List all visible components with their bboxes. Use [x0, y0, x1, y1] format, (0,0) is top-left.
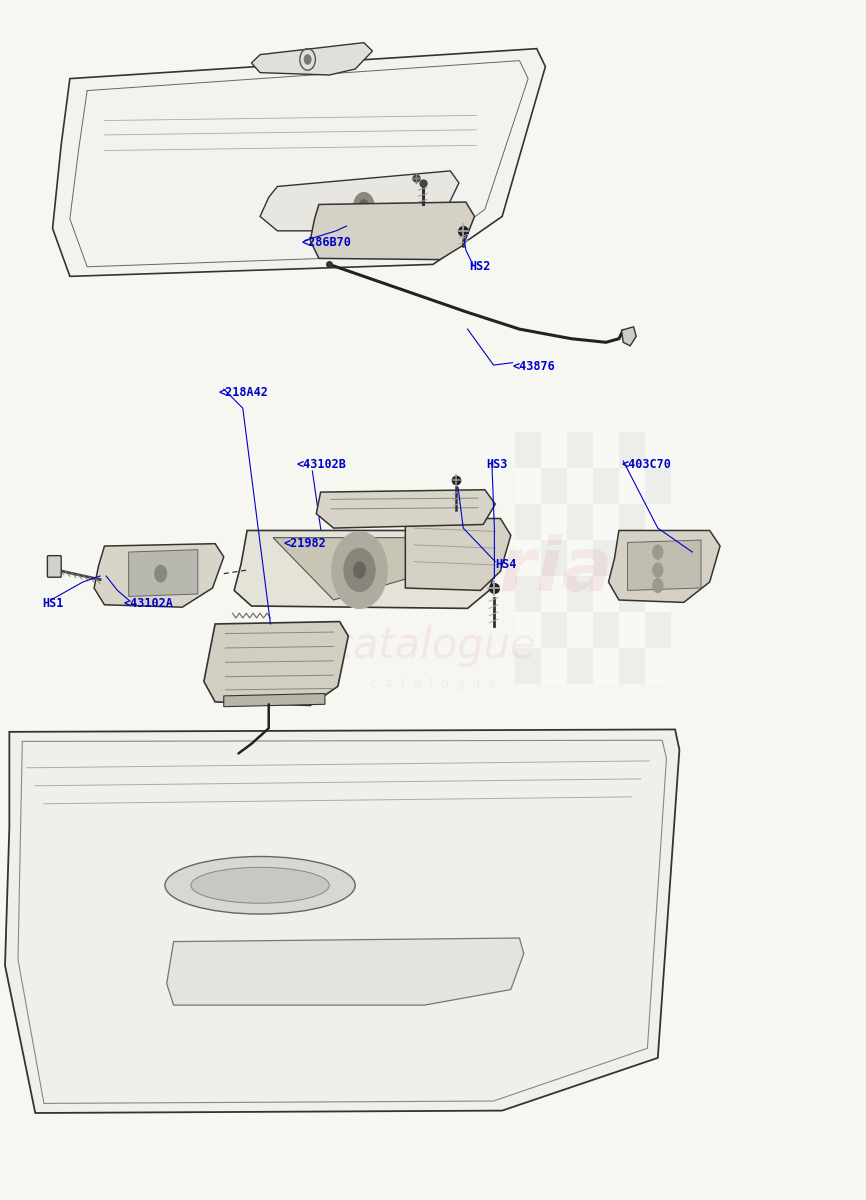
Circle shape [653, 563, 663, 577]
Bar [619, 540, 645, 576]
Polygon shape [609, 530, 720, 602]
Bar [515, 648, 541, 684]
Bar [619, 504, 645, 540]
Text: catalogue: catalogue [330, 624, 536, 666]
Bar [567, 432, 593, 468]
Circle shape [353, 562, 365, 578]
Polygon shape [310, 202, 475, 259]
Bar [515, 504, 541, 540]
Bar [541, 504, 567, 540]
Bar [567, 504, 593, 540]
Bar [645, 432, 671, 468]
Circle shape [353, 192, 374, 221]
Circle shape [344, 548, 375, 592]
Polygon shape [5, 730, 680, 1114]
Bar [541, 468, 567, 504]
Bar [567, 612, 593, 648]
Bar [619, 648, 645, 684]
Text: <21982: <21982 [283, 538, 326, 550]
Text: <43876: <43876 [513, 360, 555, 373]
Bar [593, 504, 619, 540]
Bar [567, 576, 593, 612]
Bar [619, 468, 645, 504]
Bar [515, 540, 541, 576]
Polygon shape [260, 170, 459, 230]
Bar [593, 576, 619, 612]
Bar [541, 576, 567, 612]
Text: <43102B: <43102B [296, 458, 346, 472]
Bar [645, 540, 671, 576]
Circle shape [332, 532, 387, 608]
Bar [645, 468, 671, 504]
Text: <286B70: <286B70 [301, 236, 352, 250]
Polygon shape [316, 490, 495, 528]
Polygon shape [628, 540, 701, 590]
Polygon shape [622, 326, 637, 346]
Bar [515, 576, 541, 612]
Bar [541, 540, 567, 576]
Bar [619, 576, 645, 612]
Text: <403C70: <403C70 [622, 458, 671, 472]
Bar [619, 432, 645, 468]
Polygon shape [53, 49, 546, 276]
Circle shape [359, 199, 369, 214]
Circle shape [653, 578, 663, 593]
Bar [541, 432, 567, 468]
Polygon shape [405, 518, 511, 590]
Bar [593, 468, 619, 504]
Bar [593, 432, 619, 468]
Text: HS1: HS1 [42, 598, 63, 610]
Polygon shape [94, 544, 223, 607]
Polygon shape [204, 622, 348, 706]
Polygon shape [234, 530, 502, 608]
Polygon shape [251, 43, 372, 76]
Polygon shape [166, 938, 524, 1006]
Text: c  a  t  a  l  o  g  u  e: c a t a l o g u e [370, 678, 496, 690]
FancyBboxPatch shape [48, 556, 61, 577]
Bar [515, 432, 541, 468]
Polygon shape [129, 550, 197, 596]
Bar [593, 648, 619, 684]
Bar [541, 648, 567, 684]
Bar [593, 540, 619, 576]
Bar [645, 504, 671, 540]
Polygon shape [223, 694, 325, 707]
Text: HS3: HS3 [487, 458, 508, 472]
Bar [567, 648, 593, 684]
Text: scuderia: scuderia [253, 534, 613, 606]
Bar [567, 468, 593, 504]
Bar [541, 612, 567, 648]
Bar [619, 612, 645, 648]
Bar [645, 612, 671, 648]
Polygon shape [273, 538, 457, 600]
Bar [645, 576, 671, 612]
Circle shape [304, 55, 311, 65]
Text: <218A42: <218A42 [218, 386, 268, 400]
Bar [567, 540, 593, 576]
Bar [515, 612, 541, 648]
Ellipse shape [165, 857, 355, 914]
Circle shape [653, 545, 663, 559]
Text: <43102A: <43102A [124, 598, 173, 610]
Ellipse shape [191, 868, 329, 904]
Text: HS2: HS2 [469, 260, 491, 274]
Bar [515, 468, 541, 504]
Bar [645, 648, 671, 684]
Text: HS4: HS4 [495, 558, 517, 570]
Bar [593, 612, 619, 648]
Circle shape [155, 565, 166, 582]
